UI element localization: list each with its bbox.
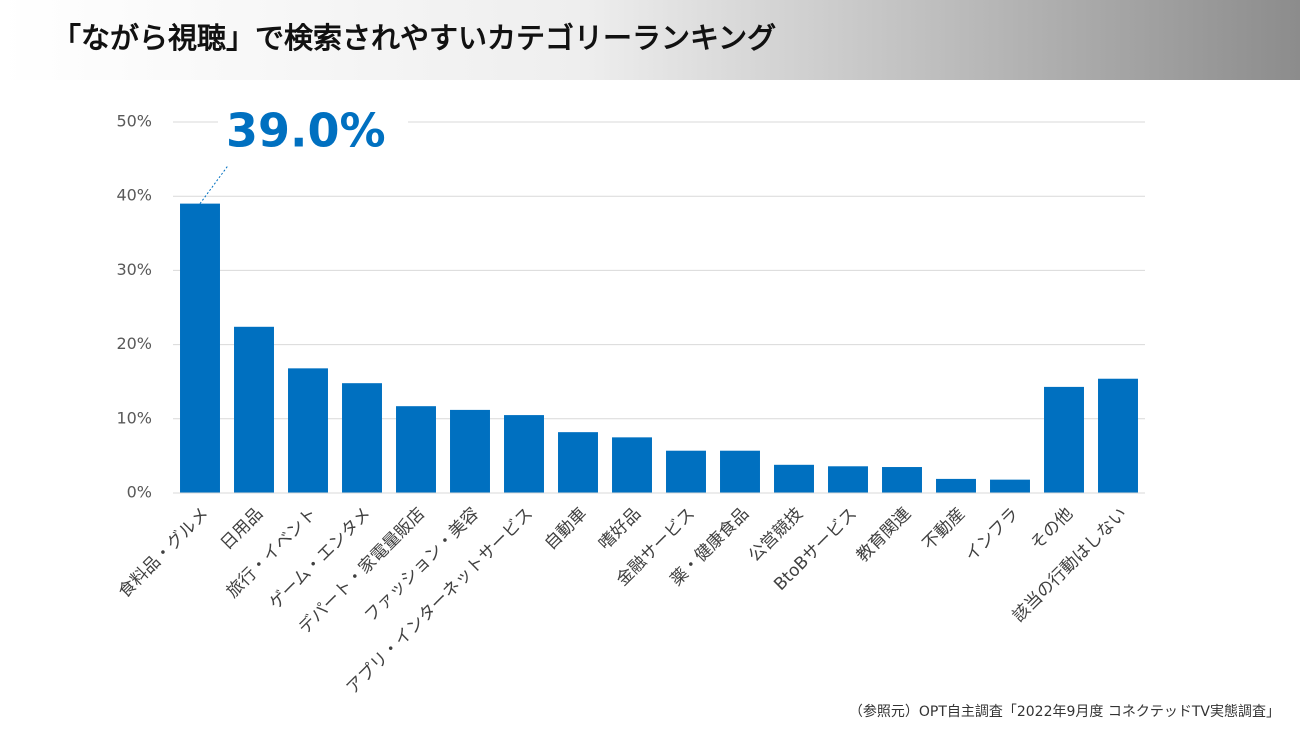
- bar: [882, 467, 922, 493]
- bar: [450, 409, 490, 493]
- x-tick-label: インフラ: [961, 504, 1023, 566]
- leader-line: [199, 165, 229, 204]
- chart-title: 「ながら視聴」で検索されやすいカテゴリーランキング: [52, 21, 776, 55]
- x-tick-label: 不動産: [919, 504, 969, 554]
- bar: [828, 466, 868, 493]
- bar: [612, 437, 652, 493]
- label-bg: [218, 94, 408, 150]
- y-tick-label: 10%: [116, 408, 152, 427]
- source-note: （参照元）OPT自主調査「2022年9月度 コネクテッドTV実態調査」: [849, 703, 1280, 720]
- bar: [342, 383, 382, 493]
- x-tick-label: ゲーム・エンタメ: [265, 504, 375, 614]
- x-tick-label: 教育関連: [853, 504, 915, 566]
- bar: [774, 464, 814, 493]
- bar: [180, 203, 220, 493]
- bar: [234, 326, 274, 493]
- y-tick-label: 40%: [116, 186, 152, 205]
- bar: [558, 432, 598, 493]
- bar: [504, 415, 544, 493]
- y-tick-label: 50%: [116, 112, 152, 131]
- bar: [288, 368, 328, 493]
- bar: [720, 450, 760, 493]
- data-label: 39.0%: [226, 104, 386, 158]
- x-tick-label: 食料品・グルメ: [115, 504, 213, 602]
- bar: [990, 479, 1030, 493]
- y-tick-label: 20%: [116, 334, 152, 353]
- y-tick-label: 30%: [116, 260, 152, 279]
- bar: [396, 406, 436, 493]
- bar: [1044, 386, 1084, 493]
- y-tick-label: 0%: [127, 483, 152, 502]
- bar: [1098, 378, 1138, 493]
- bar: [936, 478, 976, 493]
- x-tick-label: 嗜好品: [595, 504, 645, 554]
- header-band: [0, 0, 1300, 80]
- bar: [666, 450, 706, 493]
- x-tick-label: 日用品: [217, 504, 267, 554]
- x-tick-label: その他: [1027, 504, 1077, 554]
- x-tick-label: 自動車: [541, 504, 591, 554]
